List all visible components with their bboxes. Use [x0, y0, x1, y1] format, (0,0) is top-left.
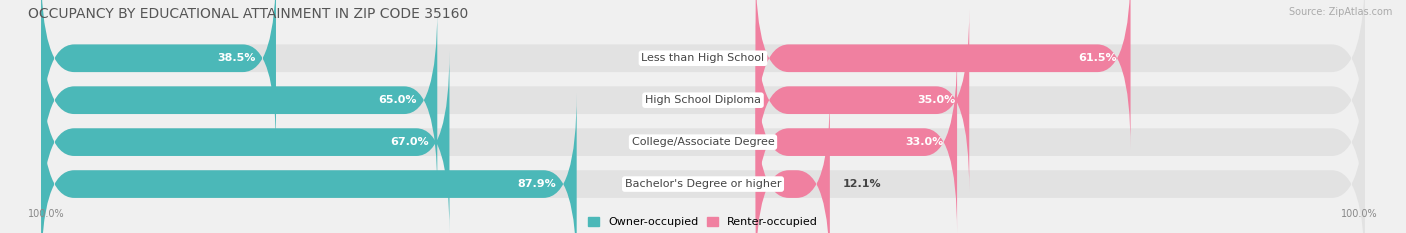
Text: 12.1%: 12.1%	[842, 179, 882, 189]
FancyBboxPatch shape	[41, 51, 450, 233]
FancyBboxPatch shape	[755, 9, 969, 191]
FancyBboxPatch shape	[41, 0, 1365, 149]
Text: Less than High School: Less than High School	[641, 53, 765, 63]
Text: Bachelor's Degree or higher: Bachelor's Degree or higher	[624, 179, 782, 189]
FancyBboxPatch shape	[755, 51, 957, 233]
Text: Source: ZipAtlas.com: Source: ZipAtlas.com	[1288, 7, 1392, 17]
FancyBboxPatch shape	[41, 93, 1365, 233]
FancyBboxPatch shape	[41, 9, 437, 191]
Text: College/Associate Degree: College/Associate Degree	[631, 137, 775, 147]
Text: 67.0%: 67.0%	[391, 137, 429, 147]
FancyBboxPatch shape	[755, 0, 1130, 149]
FancyBboxPatch shape	[41, 93, 576, 233]
Text: 100.0%: 100.0%	[28, 209, 65, 219]
Text: 61.5%: 61.5%	[1078, 53, 1116, 63]
Text: 38.5%: 38.5%	[218, 53, 256, 63]
Text: 100.0%: 100.0%	[1341, 209, 1378, 219]
FancyBboxPatch shape	[41, 51, 1365, 233]
Legend: Owner-occupied, Renter-occupied: Owner-occupied, Renter-occupied	[588, 217, 818, 227]
Text: 33.0%: 33.0%	[905, 137, 943, 147]
FancyBboxPatch shape	[755, 93, 830, 233]
Text: High School Diploma: High School Diploma	[645, 95, 761, 105]
Text: OCCUPANCY BY EDUCATIONAL ATTAINMENT IN ZIP CODE 35160: OCCUPANCY BY EDUCATIONAL ATTAINMENT IN Z…	[28, 7, 468, 21]
FancyBboxPatch shape	[41, 9, 1365, 191]
Text: 35.0%: 35.0%	[918, 95, 956, 105]
FancyBboxPatch shape	[41, 0, 276, 149]
Text: 65.0%: 65.0%	[378, 95, 418, 105]
Text: 87.9%: 87.9%	[517, 179, 557, 189]
